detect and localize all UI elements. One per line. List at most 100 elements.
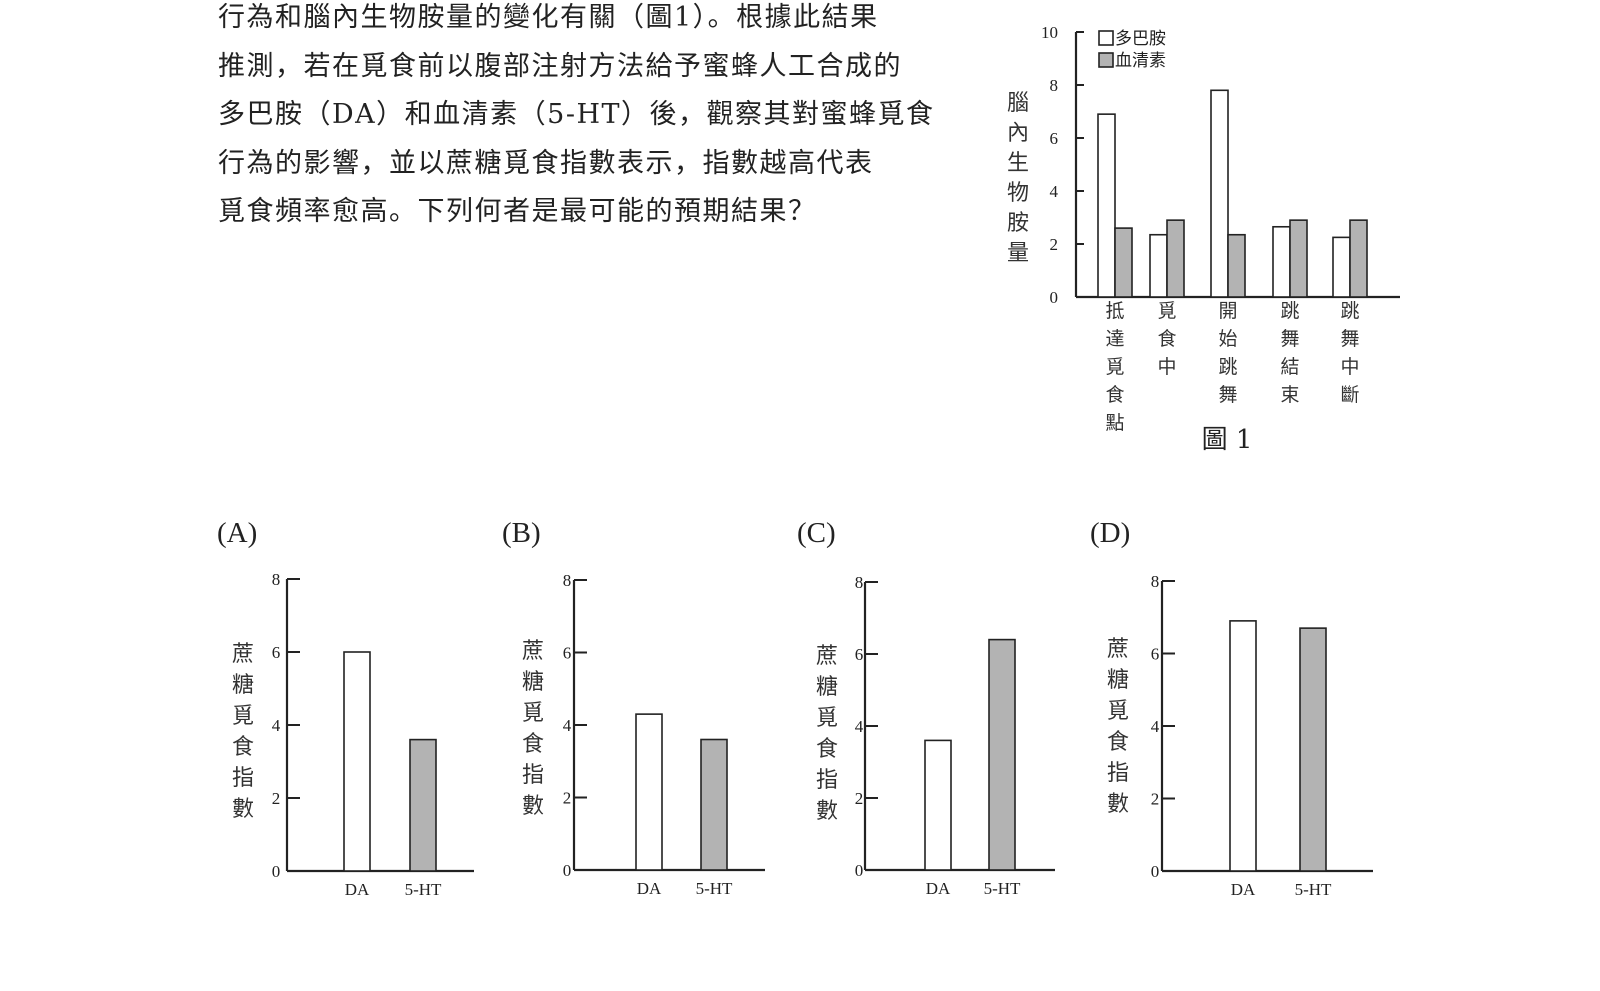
bar-serotonin	[1349, 219, 1368, 298]
option-c-label: (C)	[797, 517, 836, 549]
y-axis-label: 數	[816, 799, 838, 824]
y-tick-label: 4	[1050, 182, 1059, 201]
y-tick-label: 0	[563, 861, 572, 880]
y-axis-label: 內	[1007, 121, 1029, 146]
x-tick-label: 覓	[1105, 356, 1124, 378]
question-passage: 行為和腦內生物胺量的變化有關（圖1）。根據此結果 推測，若在覓食前以腹部注射方法…	[218, 0, 988, 237]
option-b-plot: 0 2 4 6 8 DA 5-HT 蔗糖覓食指數	[522, 571, 765, 898]
y-tick-label: 6	[855, 645, 864, 664]
y-axis-label: 指	[1107, 761, 1129, 786]
y-axis-label: 食	[522, 732, 544, 757]
x-tick-label: 抵	[1105, 300, 1124, 322]
passage-line: 覓食頻率愈高。下列何者是最可能的預期結果？	[218, 196, 817, 227]
x-tick-label: 束	[1280, 384, 1299, 406]
y-axis-label: 食	[816, 737, 838, 762]
x-tick-label: 5-HT	[696, 879, 733, 898]
x-tick-label: 舞	[1340, 328, 1359, 350]
passage-line: 推測，若在覓食前以腹部注射方法給予蜜蜂人工合成的	[218, 50, 902, 82]
x-tick-label: DA	[345, 880, 370, 899]
x-tick-label: DA	[637, 879, 662, 898]
x-tick-label: 跳	[1218, 356, 1237, 378]
bar-5ht	[988, 638, 1016, 871]
y-tick-label: 0	[272, 862, 281, 881]
x-tick-label: 斷	[1340, 384, 1359, 406]
option-b-label: (B)	[502, 517, 541, 549]
y-tick-label: 0	[1050, 288, 1059, 307]
y-axis-label: 腦	[1007, 91, 1029, 116]
x-tick-label: 中	[1340, 356, 1359, 378]
y-axis-label: 量	[1007, 241, 1029, 266]
passage-line: 行為的影響，並以蔗糖覓食指數表示，指數越高代表	[218, 147, 874, 179]
y-tick-label: 0	[1151, 862, 1160, 881]
y-tick-label: 0	[855, 861, 864, 880]
y-axis-label: 食	[232, 735, 254, 760]
x-tick-label: 5-HT	[405, 880, 442, 899]
y-axis-label: 食	[1107, 730, 1129, 755]
bar-da	[924, 739, 952, 871]
y-axis-label: 指	[232, 766, 254, 791]
y-axis-label: 糖	[522, 670, 544, 695]
y-axis-label: 數	[232, 797, 254, 822]
bar-dopamine	[1210, 89, 1229, 298]
y-tick-label: 4	[855, 717, 864, 736]
option-a-label: (A)	[217, 517, 257, 549]
x-tick-label: DA	[926, 879, 951, 898]
x-tick-label: 食	[1157, 328, 1176, 350]
bar-serotonin	[1114, 227, 1133, 298]
option-d-label: (D)	[1090, 517, 1130, 549]
y-axis-label: 覓	[522, 701, 544, 726]
y-axis-label: 糖	[1107, 668, 1129, 693]
x-tick-label: 舞	[1280, 328, 1299, 350]
bar-dopamine	[1097, 113, 1116, 298]
x-tick-label: 結	[1280, 356, 1299, 378]
y-tick-label: 4	[563, 716, 572, 735]
x-tick-label: 中	[1157, 356, 1176, 378]
bar-5ht	[700, 738, 728, 871]
y-axis-label: 胺	[1007, 211, 1029, 236]
y-axis-label: 蔗	[1107, 637, 1129, 662]
y-axis-label: 物	[1007, 181, 1029, 206]
x-tick-label: 5-HT	[984, 879, 1021, 898]
y-tick-label: 8	[563, 571, 572, 590]
x-tick-label: 點	[1105, 412, 1124, 434]
y-axis-label: 覓	[1107, 699, 1129, 724]
bar-5ht	[1299, 627, 1327, 872]
y-tick-label: 6	[1050, 129, 1059, 148]
x-tick-label: 5-HT	[1295, 880, 1332, 899]
x-tick-label: 跳	[1340, 300, 1359, 322]
y-tick-label: 2	[1151, 790, 1160, 809]
bar-da	[635, 713, 663, 871]
y-tick-label: 6	[1151, 645, 1160, 664]
y-axis-label: 糖	[816, 675, 838, 700]
figure-caption: 圖 1	[1202, 425, 1253, 455]
y-tick-label: 2	[1050, 235, 1059, 254]
bar-serotonin	[1289, 219, 1308, 298]
y-axis-label: 指	[522, 763, 544, 788]
y-tick-label: 6	[563, 644, 572, 663]
y-axis-label: 指	[816, 768, 838, 793]
y-axis-label: 覓	[232, 704, 254, 729]
legend-label-dopamine: 多巴胺	[1115, 29, 1166, 49]
x-tick-label: 跳	[1280, 300, 1299, 322]
x-tick-label: 達	[1105, 328, 1124, 350]
legend-swatch-serotonin	[1098, 52, 1114, 68]
bar-5ht	[409, 738, 437, 872]
bar-serotonin	[1166, 219, 1185, 298]
bar-da	[1229, 620, 1257, 872]
y-tick-label: 10	[1041, 23, 1058, 42]
y-axis-label: 蔗	[232, 642, 254, 667]
x-tick-label: 舞	[1218, 384, 1237, 406]
bar-serotonin	[1227, 233, 1246, 298]
x-tick-label: 開	[1218, 300, 1237, 322]
passage-line: 多巴胺（DA）和血清素（5-HT）後，觀察其對蜜蜂覓食	[218, 99, 935, 130]
passage-line: 行為和腦內生物胺量的變化有關（圖1）。根據此結果	[218, 2, 879, 33]
legend-swatch-dopamine	[1098, 30, 1114, 46]
legend-label-serotonin: 血清素	[1115, 51, 1166, 71]
x-tick-label: 始	[1218, 328, 1237, 350]
y-tick-label: 4	[1151, 717, 1160, 736]
x-tick-label: DA	[1231, 880, 1256, 899]
